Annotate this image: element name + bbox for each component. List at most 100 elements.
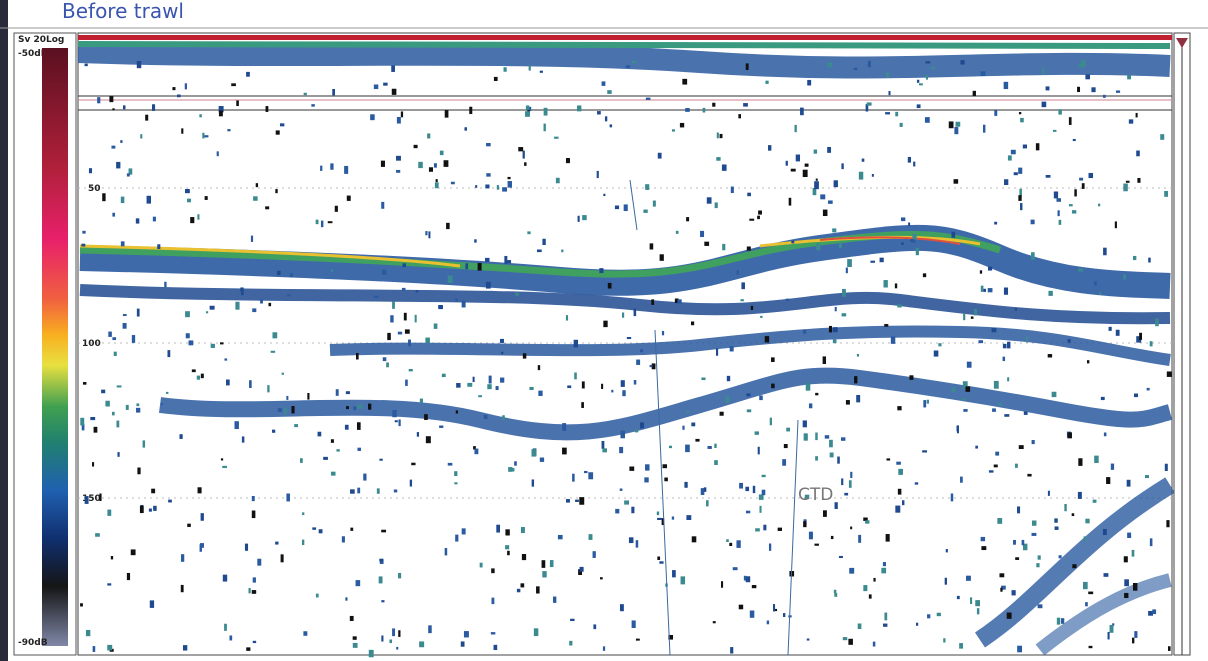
speckle: [440, 151, 444, 156]
speckle: [763, 525, 766, 531]
speckle: [632, 61, 636, 63]
speckle: [417, 432, 419, 437]
speckle: [487, 384, 491, 389]
speckle: [1091, 87, 1095, 92]
speckle: [844, 493, 848, 496]
speckle: [168, 500, 172, 503]
speckle: [1147, 388, 1150, 391]
speckle: [469, 107, 472, 114]
speckle: [241, 289, 243, 295]
speckle: [1053, 130, 1056, 132]
speckle: [179, 434, 182, 439]
speckle: [136, 403, 139, 406]
speckle: [891, 337, 895, 344]
speckle: [1019, 445, 1024, 449]
speckle: [256, 183, 258, 187]
speckle: [620, 604, 624, 611]
speckle: [1020, 203, 1022, 210]
speckle: [137, 468, 140, 475]
speckle: [426, 436, 431, 443]
speckle: [377, 488, 380, 493]
speckle: [353, 643, 358, 648]
speckle: [827, 147, 831, 153]
speckle: [909, 375, 913, 380]
speckle: [219, 111, 223, 117]
speckle: [854, 376, 857, 383]
speckle: [186, 333, 190, 338]
speckle: [363, 474, 366, 481]
speckle: [1089, 646, 1093, 648]
speckle: [411, 463, 415, 465]
speckle: [627, 337, 631, 339]
speckle: [572, 474, 575, 482]
left-border: [0, 0, 8, 661]
speckle: [988, 288, 993, 292]
speckle: [938, 343, 941, 346]
speckle: [394, 489, 397, 492]
speckle: [803, 170, 808, 177]
speckle: [112, 108, 114, 110]
speckle: [901, 242, 903, 245]
speckle: [945, 578, 947, 585]
speckle: [140, 134, 142, 138]
speckle: [491, 568, 494, 573]
speckle: [344, 166, 348, 174]
speckle: [328, 221, 333, 223]
speckle: [577, 105, 581, 111]
speckle: [368, 404, 371, 410]
speckle: [575, 500, 579, 502]
speckle: [791, 241, 794, 244]
speckle: [474, 239, 476, 242]
speckle: [136, 218, 140, 223]
speckle: [1085, 519, 1089, 524]
speckle: [379, 576, 383, 583]
speckle: [898, 489, 902, 495]
speckle: [700, 231, 704, 237]
speckle: [221, 458, 223, 460]
speckle: [927, 400, 929, 404]
speckle: [474, 449, 478, 455]
speckle: [752, 585, 757, 588]
speckle: [815, 456, 818, 460]
speckle: [721, 581, 723, 587]
speckle: [974, 309, 977, 316]
speckle: [507, 551, 510, 555]
speckle: [562, 423, 566, 431]
speckle: [636, 639, 640, 641]
speckle: [659, 561, 663, 563]
speckle: [278, 408, 282, 412]
speckle: [521, 527, 525, 533]
speckle: [835, 307, 837, 311]
speckle: [955, 122, 960, 127]
speckle: [816, 179, 818, 181]
speckle: [569, 641, 572, 646]
speckle: [83, 382, 86, 385]
speckle: [132, 335, 135, 343]
speckle: [581, 402, 584, 408]
speckle: [701, 488, 705, 495]
speckle: [1059, 220, 1062, 225]
speckle: [350, 616, 354, 621]
speckle: [200, 543, 204, 548]
speckle: [835, 502, 838, 509]
speckle: [401, 111, 403, 117]
speckle: [101, 390, 105, 394]
speckle: [1007, 377, 1009, 381]
speckle: [800, 108, 804, 116]
speckle: [624, 204, 628, 211]
speckle: [888, 91, 890, 95]
speckle: [981, 71, 986, 76]
speckle: [1103, 248, 1107, 256]
speckle: [398, 573, 401, 578]
speckle: [1046, 175, 1051, 178]
speckle: [291, 406, 294, 413]
speckle: [745, 487, 749, 491]
speckle: [267, 385, 269, 392]
speckle: [357, 488, 360, 494]
speckle: [538, 391, 542, 396]
speckle: [716, 348, 718, 355]
speckle: [265, 206, 269, 209]
speckle: [629, 467, 634, 471]
speckle: [973, 91, 976, 96]
speckle: [93, 646, 96, 652]
